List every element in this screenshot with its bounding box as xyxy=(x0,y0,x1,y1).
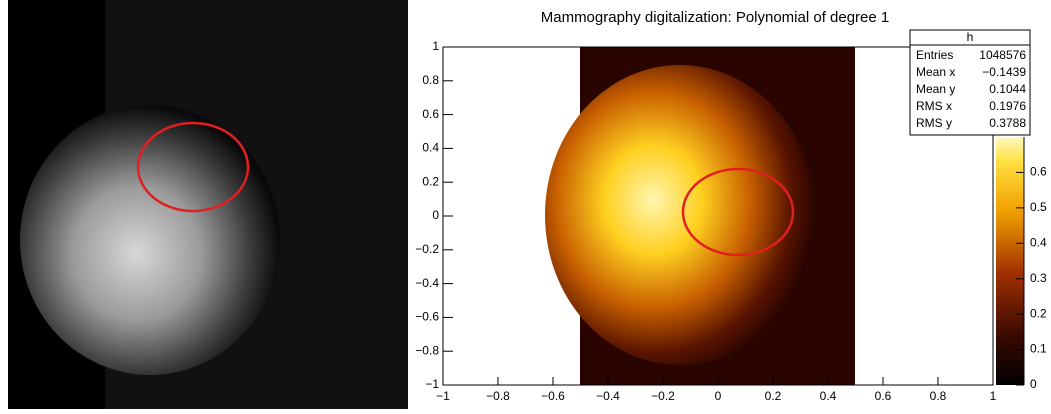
z-tick-label: 0.1 xyxy=(1030,342,1047,356)
y-tick-label: 0.4 xyxy=(422,141,439,155)
y-tick-label: −0.4 xyxy=(415,276,439,290)
y-tick-label: −1 xyxy=(425,377,439,391)
z-tick-label: 0.3 xyxy=(1030,271,1047,285)
z-tick-label: 0.5 xyxy=(1030,200,1047,214)
heatmap-blob xyxy=(545,65,815,365)
y-tick-label: 0.8 xyxy=(422,73,439,87)
x-tick-label: −0.4 xyxy=(596,389,620,403)
y-tick-label: 0.2 xyxy=(422,174,439,188)
x-tick-label: 0.6 xyxy=(875,389,892,403)
stats-value: 1048576 xyxy=(979,48,1026,62)
y-tick-label: −0.8 xyxy=(415,343,439,357)
stats-name: Mean x xyxy=(916,65,955,79)
y-tick-label: 1 xyxy=(432,39,439,53)
screenshot: Mammography digitalization: Polynomial o… xyxy=(0,0,1051,409)
stats-value: −0.1439 xyxy=(982,65,1026,79)
x-tick-label: 0.4 xyxy=(820,389,837,403)
z-tick-label: 0.4 xyxy=(1030,235,1047,249)
x-tick-label: −1 xyxy=(436,389,450,403)
page: Mammography digitalization: Polynomial o… xyxy=(0,0,1051,409)
z-tick-label: 0 xyxy=(1030,377,1037,391)
x-tick-label: −0.8 xyxy=(486,389,510,403)
z-tick-label: 0.2 xyxy=(1030,306,1047,320)
stats-value: 0.1976 xyxy=(989,99,1026,113)
stats-name: RMS y xyxy=(916,116,952,130)
x-tick-label: 0 xyxy=(715,389,722,403)
y-tick-label: −0.2 xyxy=(415,242,439,256)
stats-title: h xyxy=(967,30,974,44)
stats-name: Mean y xyxy=(916,82,955,96)
y-tick-label: −0.6 xyxy=(415,310,439,324)
z-tick-label: 0.6 xyxy=(1030,165,1047,179)
x-tick-label: −0.2 xyxy=(651,389,675,403)
x-tick-label: 1 xyxy=(990,389,997,403)
x-tick-label: 0.8 xyxy=(930,389,947,403)
stats-name: Entries xyxy=(916,48,953,62)
x-tick-label: −0.6 xyxy=(541,389,565,403)
chart-title: Mammography digitalization: Polynomial o… xyxy=(541,9,890,26)
color-bar xyxy=(996,137,1024,385)
x-tick-label: 0.2 xyxy=(765,389,782,403)
y-tick-label: 0 xyxy=(432,208,439,222)
stats-name: RMS x xyxy=(916,99,952,113)
stats-value: 0.3788 xyxy=(989,116,1026,130)
stats-value: 0.1044 xyxy=(989,82,1026,96)
y-tick-label: 0.6 xyxy=(422,107,439,121)
